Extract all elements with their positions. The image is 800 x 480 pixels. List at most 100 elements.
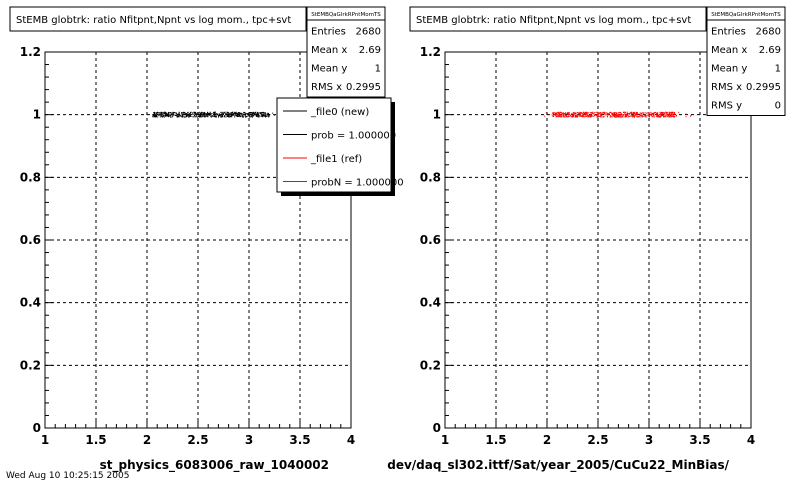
data-point bbox=[194, 112, 196, 114]
data-point bbox=[231, 114, 233, 116]
data-point bbox=[618, 115, 620, 117]
data-point bbox=[597, 112, 599, 114]
data-point bbox=[586, 114, 588, 116]
data-point bbox=[670, 115, 672, 117]
data-point bbox=[598, 113, 600, 115]
data-point bbox=[206, 113, 208, 115]
data-point bbox=[200, 114, 202, 116]
data-point bbox=[161, 114, 163, 116]
data-point bbox=[153, 112, 155, 114]
data-point bbox=[613, 113, 615, 115]
data-point bbox=[155, 115, 157, 117]
data-point bbox=[184, 112, 186, 114]
data-point bbox=[184, 114, 186, 116]
data-point bbox=[569, 116, 571, 118]
data-point bbox=[239, 114, 241, 116]
data-point bbox=[645, 116, 647, 118]
data-point bbox=[171, 112, 173, 114]
y-tick-label: 1.2 bbox=[20, 45, 41, 59]
data-point bbox=[585, 116, 587, 118]
data-point bbox=[663, 116, 665, 118]
data-point bbox=[611, 114, 613, 116]
data-point bbox=[238, 112, 240, 114]
data-point bbox=[242, 115, 244, 117]
data-point bbox=[232, 115, 234, 117]
data-point bbox=[232, 113, 234, 115]
data-point bbox=[237, 112, 239, 114]
data-point bbox=[220, 111, 222, 113]
data-point bbox=[184, 116, 186, 118]
data-point bbox=[590, 112, 592, 114]
data-point bbox=[188, 115, 190, 117]
data-point bbox=[610, 112, 612, 114]
data-point bbox=[169, 115, 171, 117]
data-point bbox=[221, 111, 223, 113]
data-point bbox=[155, 116, 157, 118]
data-point bbox=[604, 113, 606, 115]
data-point bbox=[562, 113, 564, 115]
data-point bbox=[588, 115, 590, 117]
y-tick-label: 0.8 bbox=[420, 170, 441, 184]
data-point bbox=[552, 113, 554, 115]
data-point bbox=[625, 114, 627, 116]
data-point bbox=[563, 112, 565, 114]
data-point bbox=[572, 116, 574, 118]
data-point bbox=[572, 115, 574, 117]
data-point bbox=[585, 113, 587, 115]
data-point bbox=[188, 114, 190, 116]
data-point bbox=[265, 115, 267, 117]
data-point bbox=[188, 116, 190, 118]
data-point bbox=[672, 115, 674, 117]
data-point bbox=[163, 112, 165, 114]
data-point bbox=[208, 114, 210, 116]
data-point bbox=[577, 114, 579, 116]
data-point bbox=[560, 114, 562, 116]
data-point bbox=[656, 116, 658, 118]
data-point bbox=[205, 114, 207, 116]
data-point bbox=[253, 113, 255, 115]
data-point bbox=[212, 115, 214, 117]
data-point bbox=[233, 113, 235, 115]
data-point bbox=[578, 112, 580, 114]
data-point bbox=[198, 114, 200, 116]
data-point bbox=[228, 116, 230, 118]
data-point bbox=[629, 112, 631, 114]
data-point bbox=[195, 114, 197, 116]
data-point bbox=[669, 116, 671, 118]
data-point bbox=[575, 116, 577, 118]
data-point bbox=[188, 112, 190, 114]
data-point bbox=[634, 115, 636, 117]
data-point bbox=[262, 114, 264, 116]
data-point bbox=[231, 116, 233, 118]
data-point bbox=[617, 115, 619, 117]
chart-title: StEMB globtrk: ratio Nfitpnt,Npnt vs log… bbox=[16, 15, 291, 26]
data-point bbox=[623, 114, 625, 116]
data-point bbox=[674, 112, 676, 114]
data-point bbox=[207, 114, 209, 116]
data-point bbox=[160, 111, 162, 113]
data-point bbox=[236, 114, 238, 116]
data-point bbox=[573, 114, 575, 116]
data-point bbox=[644, 116, 646, 118]
data-point bbox=[575, 115, 577, 117]
data-point bbox=[168, 113, 170, 115]
data-point bbox=[618, 115, 620, 117]
stats-label: RMS x bbox=[311, 82, 342, 93]
data-point bbox=[599, 115, 601, 117]
data-point bbox=[265, 112, 267, 114]
data-point bbox=[206, 114, 208, 116]
data-point bbox=[202, 112, 204, 114]
data-point bbox=[626, 116, 628, 118]
data-point bbox=[167, 115, 169, 117]
data-point bbox=[154, 116, 156, 118]
data-point bbox=[260, 112, 262, 114]
data-point bbox=[175, 112, 177, 114]
data-point bbox=[573, 115, 575, 117]
data-point bbox=[665, 111, 667, 113]
data-point bbox=[595, 114, 597, 116]
data-point bbox=[181, 116, 183, 118]
data-point bbox=[192, 112, 194, 114]
data-point bbox=[235, 113, 237, 115]
data-point bbox=[557, 115, 559, 117]
data-point bbox=[623, 114, 625, 116]
